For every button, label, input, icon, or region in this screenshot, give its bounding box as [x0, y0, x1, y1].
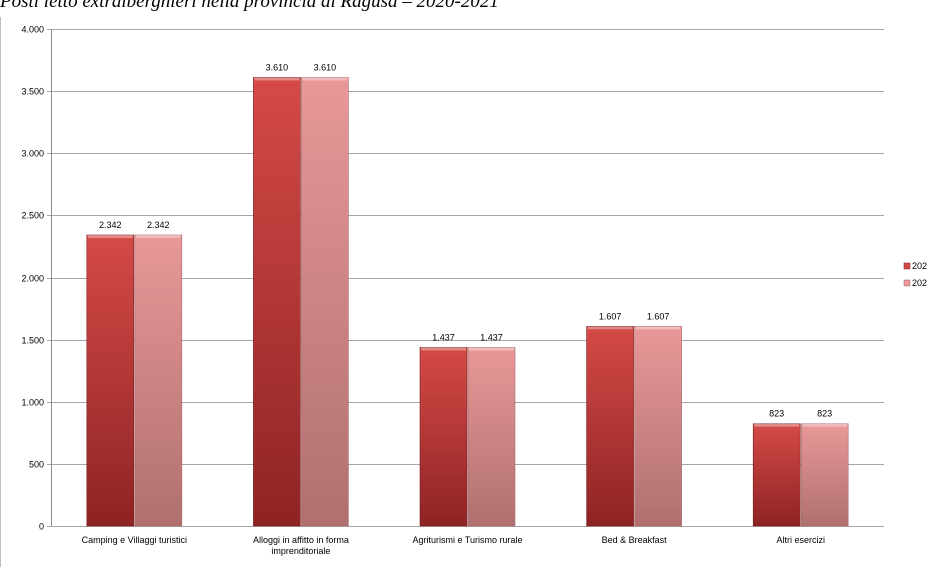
x-tick-label: Bed & Breakfast [602, 535, 668, 545]
data-label: 1.437 [432, 332, 455, 342]
bar-2020 [752, 423, 801, 527]
bar-highlight [802, 423, 848, 427]
legend: 2020 2021 [903, 261, 927, 288]
bar-highlight [587, 326, 633, 330]
bar-2021 [634, 326, 682, 527]
bar-2021 [301, 77, 349, 527]
data-label: 3.610 [314, 62, 337, 72]
y-axis: 0 500 1.000 1.500 2.000 2.500 3.000 3.500 4.000 [21, 25, 52, 532]
legend-swatch-2021 [903, 279, 911, 287]
bar-highlight [135, 235, 181, 239]
bar-highlight [302, 77, 348, 81]
data-label: 1.607 [647, 311, 670, 321]
y-tick-label: 2.000 [21, 274, 44, 284]
y-tick-label: 0 [39, 522, 44, 532]
bar-highlight [87, 235, 133, 239]
bar-2020 [419, 347, 468, 527]
x-axis-labels: Camping e Villaggi turistici Alloggi in a… [82, 535, 825, 556]
bar-2020 [253, 77, 301, 527]
data-label: 3.610 [266, 62, 289, 72]
bar-2021 [467, 347, 516, 527]
data-label: 1.437 [480, 332, 503, 342]
bar-2020 [86, 234, 135, 527]
bar-highlight [469, 347, 514, 351]
data-label: 2.342 [147, 220, 170, 230]
bar-highlight [254, 77, 300, 81]
chart-frame [0, 17, 927, 567]
legend-swatch-2020 [903, 262, 911, 270]
bar-2020 [586, 326, 634, 527]
bar-2021 [134, 234, 183, 527]
legend-label-2020: 2020 [912, 261, 927, 271]
legend-label-2021: 2021 [912, 278, 927, 288]
data-label: 1.607 [599, 311, 622, 321]
y-tick-label: 2.500 [21, 211, 44, 221]
data-label: 2.342 [99, 220, 122, 230]
data-label: 823 [817, 409, 832, 419]
y-tick-label: 3.000 [21, 149, 44, 159]
data-label: 823 [769, 409, 784, 419]
bar-2021 [800, 423, 849, 527]
x-tick-label: Alloggi in affitto in forma [253, 535, 349, 545]
bars: 2.342 2.342 3.610 3.610 1.437 1.437 1.607 1.607… [86, 62, 849, 527]
x-tick-label: Altri esercizi [776, 535, 825, 545]
y-tick-label: 1.500 [21, 336, 44, 346]
y-tick-label: 3.500 [21, 87, 44, 97]
bar-highlight [421, 347, 466, 351]
y-tick-label: 500 [29, 460, 44, 470]
bar-highlight [754, 423, 800, 427]
x-tick-label: Camping e Villaggi turistici [82, 535, 187, 545]
bar-highlight [635, 326, 681, 330]
chart-title: Posti letto extralberghieri nella provin… [0, 0, 499, 12]
x-tick-label: imprenditoriale [271, 546, 330, 556]
x-tick-label: Agriturismi e Turismo rurale [412, 535, 522, 545]
y-tick-label: 4.000 [21, 25, 44, 35]
y-tick-label: 1.000 [21, 398, 44, 408]
